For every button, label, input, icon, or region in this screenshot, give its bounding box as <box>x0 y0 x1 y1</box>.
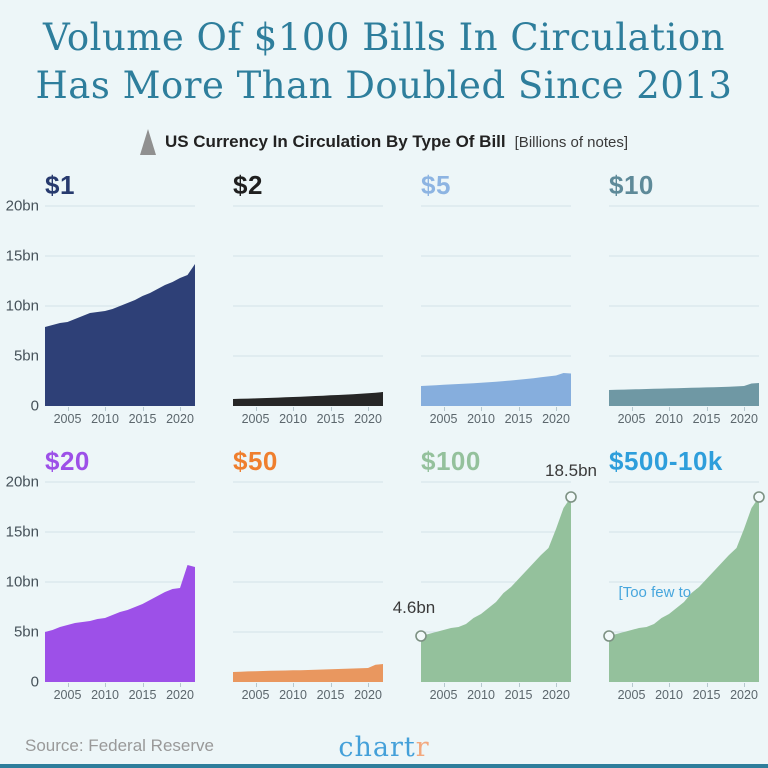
no-data-chart-500-10k: [Too few to register] <box>603 481 765 682</box>
panel-20-dollar: $20 2005 2010 2015 2020 <box>45 446 195 708</box>
panel-title-5-dollar: $5 <box>421 170 451 200</box>
panel-title-10-dollar: $10 <box>609 170 654 200</box>
area-chart-50-dollar <box>233 481 383 682</box>
title-line-1: Volume Of $100 Bills In Circulation <box>43 16 725 59</box>
x-axis-50-dollar: 2005 2010 2015 2020 <box>233 682 383 708</box>
panel-1-dollar: $1 2005 2010 2015 2020 <box>45 170 195 432</box>
area-chart-2-dollar <box>233 205 383 406</box>
page-title: Volume Of $100 Bills In Circulation Has … <box>0 14 768 110</box>
x-axis-100-dollar: 2005 2010 2015 2020 <box>421 682 571 708</box>
bottom-accent-bar <box>0 764 768 768</box>
area-chart-100-dollar: 4.6bn 18.5bn <box>393 461 597 682</box>
chartr-logo: chartr <box>0 732 768 763</box>
y-axis-row-1: 20bn 15bn 10bn 5bn 0 <box>0 170 45 432</box>
subtitle-unit: [Billions of notes] <box>514 133 629 151</box>
panel-title-20-dollar: $20 <box>45 446 90 476</box>
source-attribution: Source: Federal Reserve <box>25 736 214 755</box>
panel-5-dollar: $5 2005 2010 2015 2020 <box>421 170 571 432</box>
panel-title-2-dollar: $2 <box>233 170 263 200</box>
panel-500-10k: $500-10k [Too few to register] 2005 2010 2… <box>603 446 765 708</box>
area-chart-10-dollar <box>609 205 759 406</box>
x-axis-10-dollar: 2005 2010 2015 2020 <box>609 406 759 432</box>
panel-100-dollar: $100 4.6bn 18.5bn 2005 2010 2015 2020 <box>393 446 597 708</box>
area-chart-5-dollar <box>421 205 571 406</box>
x-axis-5-dollar: 2005 2010 2015 2020 <box>421 406 571 432</box>
x-axis-20-dollar: 2005 2010 2015 2020 <box>45 682 195 708</box>
panel-title-50-dollar: $50 <box>233 446 278 476</box>
y-axis-labels: 20bn 15bn 10bn 5bn 0 <box>5 473 39 691</box>
logo-text-chart: chart <box>338 732 416 763</box>
chart-row-1: 20bn 15bn 10bn 5bn 0 $1 2005 2010 2015 2020 $2 … <box>0 170 768 432</box>
panel-title-100-dollar: $100 <box>421 446 481 476</box>
title-line-2: Has More Than Doubled Since 2013 <box>35 64 733 107</box>
y-axis-labels: 20bn 15bn 10bn 5bn 0 <box>5 197 39 415</box>
area-chart-20-dollar <box>45 481 195 682</box>
panel-title-500-10k: $500-10k <box>609 446 723 476</box>
chart-subtitle: US Currency In Circulation By Type Of Bi… <box>0 128 768 156</box>
panel-10-dollar: $10 2005 2010 2015 2020 <box>609 170 759 432</box>
panel-title-1-dollar: $1 <box>45 170 75 200</box>
panel-2-dollar: $2 2005 2010 2015 2020 <box>233 170 383 432</box>
annotation-end-value: 18.5bn <box>545 461 597 480</box>
x-axis-2-dollar: 2005 2010 2015 2020 <box>233 406 383 432</box>
subtitle-text: US Currency In Circulation By Type Of Bi… <box>164 132 506 151</box>
x-axis-1-dollar: 2005 2010 2015 2020 <box>45 406 195 432</box>
chart-row-2: 20bn 15bn 10bn 5bn 0 $20 2005 2010 2015 2020 $5… <box>0 446 768 708</box>
area-chart-1-dollar <box>45 205 195 406</box>
annotation-start-value: 4.6bn <box>392 598 436 617</box>
panel-50-dollar: $50 2005 2010 2015 2020 <box>233 446 383 708</box>
footer: Source: Federal Reserve chartr <box>0 732 768 763</box>
triangle-up-icon <box>139 129 156 155</box>
logo-text-r: r <box>415 732 430 763</box>
y-axis-row-2: 20bn 15bn 10bn 5bn 0 <box>0 446 45 708</box>
x-axis-500-10k: 2005 2010 2015 2020 <box>609 682 759 708</box>
